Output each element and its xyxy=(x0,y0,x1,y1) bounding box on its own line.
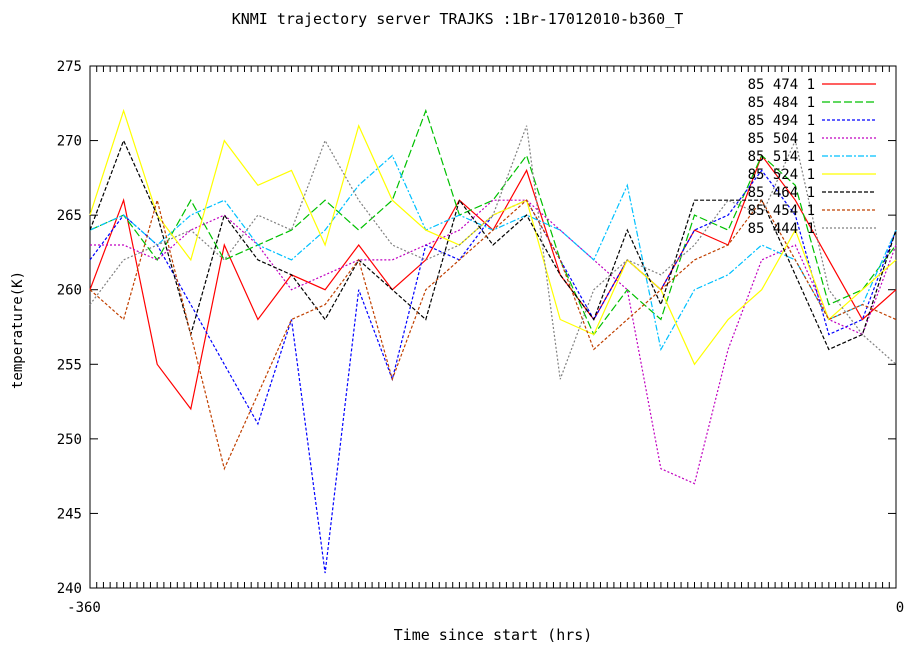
y-tick-label: 265 xyxy=(57,208,82,224)
legend-label: 85 504 1 xyxy=(748,131,815,147)
y-axis-label: temperature(K) xyxy=(10,270,26,390)
chart-title: KNMI trajectory server TRAJKS :1Br-17012… xyxy=(231,10,684,28)
x-axis-label: Time since start (hrs) xyxy=(393,626,593,644)
legend-label: 85 494 1 xyxy=(748,113,815,129)
legend-label: 85 444 1 xyxy=(748,221,815,237)
legend-label: 85 484 1 xyxy=(748,95,815,111)
y-tick-label: 245 xyxy=(57,506,82,522)
x-tick-label: 0 xyxy=(896,600,904,616)
y-tick-label: 270 xyxy=(57,134,82,150)
series-line-2 xyxy=(89,108,897,336)
series-line-4 xyxy=(90,199,897,485)
series-line-8 xyxy=(89,197,897,471)
series-line-9 xyxy=(89,125,897,380)
series-line-3 xyxy=(89,169,897,574)
legend-label: 85 454 1 xyxy=(748,203,815,219)
y-tick-label: 275 xyxy=(57,59,82,75)
y-tick-label: 260 xyxy=(57,283,82,299)
y-tick-label: 255 xyxy=(57,357,82,373)
y-tick-label: 250 xyxy=(57,432,82,448)
x-tick-label: -360 xyxy=(67,600,101,616)
legend-label: 85 524 1 xyxy=(748,167,815,183)
y-tick-label: 240 xyxy=(57,581,82,597)
legend-label: 85 474 1 xyxy=(748,77,815,93)
legend-label: 85 464 1 xyxy=(748,185,815,201)
legend-label: 85 514 1 xyxy=(748,149,815,165)
